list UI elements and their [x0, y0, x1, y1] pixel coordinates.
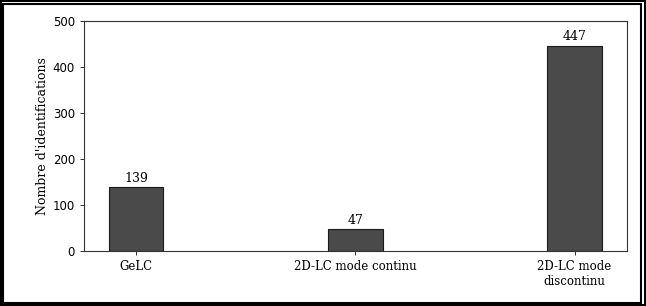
- Y-axis label: Nombre d'identifications: Nombre d'identifications: [36, 57, 48, 215]
- Text: 47: 47: [348, 214, 363, 227]
- Bar: [547, 46, 602, 251]
- Bar: [328, 230, 382, 251]
- Text: 139: 139: [124, 172, 148, 185]
- Bar: [109, 187, 163, 251]
- Text: 447: 447: [563, 31, 587, 43]
